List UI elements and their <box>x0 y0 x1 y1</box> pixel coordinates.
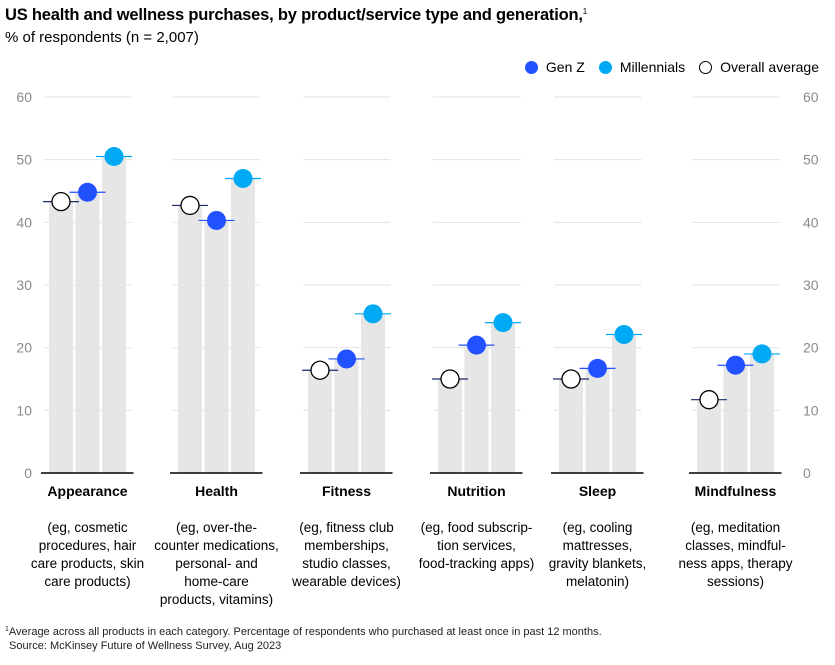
point-appearance-millennials <box>104 147 124 167</box>
bar-mindfulness-gen-z <box>723 365 748 473</box>
bar-nutrition-millennials <box>491 322 515 473</box>
y-tick-right-30: 30 <box>803 277 819 293</box>
y-tick-left-0: 0 <box>24 465 32 481</box>
category-label-health: Health <box>195 483 238 499</box>
overall-average-dot-icon <box>699 60 713 74</box>
point-sleep-millennials <box>614 325 634 345</box>
point-fitness-overall-average <box>310 360 330 380</box>
bar-fitness-overall-average <box>308 370 332 473</box>
y-tick-right-50: 50 <box>803 152 819 168</box>
legend-item-millennials: Millennials <box>598 59 686 75</box>
legend-label-overall-average: Overall average <box>720 59 819 75</box>
bar-layer <box>49 156 774 474</box>
bar-health-gen-z <box>204 220 229 473</box>
grid-layer <box>44 96 780 411</box>
point-sleep-overall-average <box>561 369 581 389</box>
y-tick-right-60: 60 <box>803 89 819 105</box>
bar-sleep-millennials <box>612 334 636 473</box>
category-label-mindfulness: Mindfulness <box>694 483 777 499</box>
legend-item-overall-average: Overall average <box>699 59 819 75</box>
bar-fitness-gen-z <box>334 358 359 473</box>
point-nutrition-gen-z <box>467 335 486 355</box>
tick-layer: 0 0 10 10 20 20 30 30 40 40 50 50 60 60 <box>16 89 818 481</box>
category-description-sleep: (eg, cooling mattresses, gravity blanket… <box>548 520 647 589</box>
bar-nutrition-gen-z <box>464 345 489 473</box>
category-description-nutrition: (eg, food subscrip- tion services, food-… <box>418 520 535 571</box>
y-tick-right-20: 20 <box>803 340 819 356</box>
y-tick-left-20: 20 <box>16 340 32 356</box>
y-tick-left-50: 50 <box>16 152 32 168</box>
point-fitness-gen-z <box>337 349 356 369</box>
footnote-marker: 1 <box>5 626 9 633</box>
category-description-health: (eg, over-the- counter medications, pers… <box>154 520 279 607</box>
bar-sleep-gen-z <box>585 368 610 473</box>
y-tick-left-10: 10 <box>16 402 32 418</box>
bar-fitness-millennials <box>361 313 385 473</box>
point-sleep-gen-z <box>588 358 607 378</box>
category-label-appearance: Appearance <box>47 483 128 499</box>
point-appearance-overall-average <box>51 192 71 212</box>
bar-health-millennials <box>231 178 255 473</box>
bar-sleep-overall-average <box>559 379 583 473</box>
title-footnote-marker: 1 <box>582 7 587 16</box>
legend-label-millennials: Millennials <box>619 59 686 75</box>
bar-appearance-millennials <box>102 156 126 474</box>
category-label-sleep: Sleep <box>578 483 617 499</box>
point-nutrition-overall-average <box>440 369 460 389</box>
footnote-source: Source: McKinsey Future of Wellness Surv… <box>9 640 282 652</box>
category-label-fitness: Fitness <box>321 483 371 499</box>
point-nutrition-millennials <box>493 313 513 333</box>
footnote-line-1: 1Average across all products in each cat… <box>5 626 602 638</box>
point-health-millennials <box>233 168 253 188</box>
category-description-fitness: (eg, fitness club memberships, studio cl… <box>292 520 401 589</box>
point-health-overall-average <box>180 195 200 216</box>
footnote: 1Average across all products in each cat… <box>5 623 602 653</box>
y-tick-right-0: 0 <box>803 465 811 481</box>
bar-appearance-gen-z <box>75 192 100 473</box>
millennials-dot-icon <box>598 60 612 74</box>
y-tick-left-40: 40 <box>16 214 32 230</box>
point-mindfulness-gen-z <box>726 355 745 375</box>
point-health-gen-z <box>207 210 226 230</box>
point-appearance-gen-z <box>78 182 97 202</box>
category-label-nutrition: Nutrition <box>447 483 506 499</box>
bar-health-overall-average <box>178 205 202 473</box>
bar-appearance-overall-average <box>49 201 73 474</box>
bar-mindfulness-overall-average <box>697 399 721 473</box>
point-mindfulness-overall-average <box>699 390 719 410</box>
chart-title: US health and wellness purchases, by pro… <box>5 6 587 24</box>
legend: Gen Z Millennials Overall average <box>511 59 819 75</box>
y-tick-left-60: 60 <box>16 89 32 105</box>
y-tick-right-40: 40 <box>803 214 819 230</box>
mark-layer <box>43 147 780 410</box>
point-fitness-millennials <box>363 304 383 324</box>
bar-nutrition-overall-average <box>438 379 462 473</box>
gen-z-dot-icon <box>524 60 538 74</box>
y-tick-right-10: 10 <box>803 402 819 418</box>
legend-item-gen-z: Gen Z <box>524 59 585 75</box>
bar-mindfulness-millennials <box>750 353 774 473</box>
chart-subtitle: % of respondents (n = 2,007) <box>5 29 199 46</box>
legend-label-gen-z: Gen Z <box>545 59 585 75</box>
category-description-appearance: (eg, cosmetic procedures, hair care prod… <box>30 520 145 589</box>
point-mindfulness-millennials <box>752 344 772 364</box>
y-tick-left-30: 30 <box>16 277 32 293</box>
category-description-mindfulness: (eg, meditation classes, mindful- ness a… <box>678 520 793 589</box>
